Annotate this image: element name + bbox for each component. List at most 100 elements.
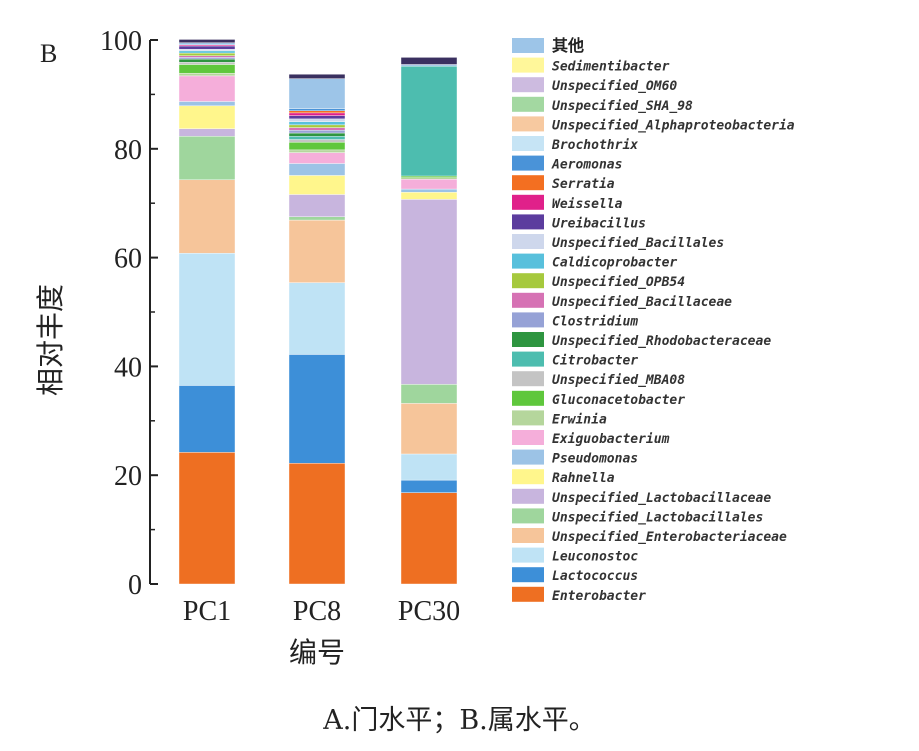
y-axis-title: 相对丰度 — [34, 284, 67, 396]
legend-swatch — [512, 38, 544, 53]
legend-swatch — [512, 390, 544, 406]
legend-swatch — [512, 96, 544, 112]
bar-segment — [400, 479, 458, 493]
bar-segment — [178, 58, 236, 63]
legend-swatch — [512, 116, 544, 132]
legend-label: Leuconostoc — [552, 550, 638, 565]
legend-label: Gluconacetobacter — [552, 393, 685, 408]
bar-segment — [400, 453, 458, 481]
legend-label: Weissella — [552, 197, 623, 212]
bar-segment — [288, 149, 346, 153]
bar-segment — [288, 175, 346, 195]
legend-label: Exiguobacterium — [552, 432, 670, 447]
bar-segment — [400, 179, 458, 190]
legend-label: Unspecified_Bacillaceae — [552, 295, 732, 310]
y-tick-label: 100 — [100, 26, 142, 57]
bar-segment — [178, 45, 236, 50]
x-axis-labels: PC1 PC8 PC30 — [183, 596, 460, 627]
legend-label: Unspecified_SHA_98 — [552, 99, 693, 114]
legend-label: Unspecified_Enterobacteriaceae — [552, 530, 787, 545]
legend-label: Unspecified_Lactobacillaceae — [552, 491, 771, 506]
legend-label: Citrobacter — [552, 354, 638, 369]
y-axis: 0 20 40 60 80 100 — [100, 26, 158, 601]
bar-segment — [288, 124, 346, 128]
legend-swatch — [512, 371, 544, 387]
legend-swatch — [512, 253, 544, 269]
bar-segment — [288, 194, 346, 218]
bar-segment — [288, 112, 346, 116]
plot-background — [150, 37, 835, 625]
y-tick-label: 0 — [128, 570, 142, 601]
legend-swatch — [512, 351, 544, 367]
bar-segment — [178, 57, 236, 60]
legend-label: Unspecified_MBA08 — [552, 373, 685, 388]
legend-swatch — [512, 292, 544, 308]
legend-label: Erwinia — [552, 412, 607, 427]
legend-swatch — [512, 430, 544, 445]
bar-segment — [178, 105, 236, 129]
legend-label: Clostridium — [552, 314, 638, 329]
bar-segment — [288, 142, 346, 151]
legend-label: Brochothrix — [551, 138, 638, 153]
bar-segment — [288, 108, 346, 111]
bar-segment — [178, 64, 236, 74]
bar-segment — [400, 188, 458, 193]
legend-label: 其他 — [552, 36, 584, 55]
bars — [178, 39, 458, 585]
bar-segment — [288, 354, 346, 464]
x-axis-title: 编号 — [289, 636, 345, 669]
panel-label: B — [40, 39, 57, 68]
bar-segment — [288, 136, 346, 140]
bar-segment — [400, 64, 458, 67]
bar-segment — [400, 492, 458, 585]
bar-segment — [178, 128, 236, 137]
bar-segment — [288, 152, 346, 164]
figure-caption: A.门水平；B.属水平。 — [323, 705, 596, 736]
legend-label: Unspecified_OPB54 — [552, 275, 685, 290]
bar-segment — [400, 199, 458, 385]
bar-segment — [178, 39, 236, 43]
legend-label: Serratia — [552, 177, 615, 192]
legend-label: Lactococcus — [552, 569, 638, 584]
bar-segment — [288, 216, 346, 221]
bar-segment — [288, 219, 346, 283]
x-tick-label: PC8 — [293, 596, 341, 627]
bar-segment — [288, 130, 346, 134]
bar-segment — [400, 177, 458, 180]
legend-swatch — [512, 469, 544, 485]
bar-segment — [178, 49, 236, 52]
legend-swatch — [512, 57, 544, 73]
legend-label: Ureibacillus — [552, 216, 646, 231]
legend-label: Caldicoprobacter — [552, 256, 677, 271]
bar-stack-pc8 — [288, 74, 346, 585]
legend-label: Sedimentibacter — [552, 60, 670, 75]
bar-segment — [400, 403, 458, 455]
legend-swatch — [512, 449, 544, 465]
bar-segment — [178, 136, 236, 181]
bar-segment — [400, 65, 458, 177]
legend-swatch — [512, 273, 544, 289]
legend-label: Rahnella — [552, 471, 615, 486]
bar-segment — [288, 132, 346, 137]
legend-swatch — [512, 234, 544, 249]
legend-swatch — [512, 547, 544, 563]
bar-segment — [178, 55, 236, 58]
bar-segment — [178, 385, 236, 453]
bar-segment — [178, 75, 236, 102]
legend: 其他 Sedimentibacter Unspecified_OM60 Unspeci… — [512, 36, 795, 604]
bar-segment — [288, 74, 346, 79]
legend-label: Enterobacter — [552, 589, 646, 604]
legend-swatch — [512, 528, 544, 543]
bar-segment — [178, 253, 236, 386]
legend-label: Pseudomonas — [552, 452, 638, 467]
legend-swatch — [512, 77, 544, 93]
legend-swatch — [512, 136, 544, 151]
legend-label: Unspecified_Alphaproteobacteria — [552, 118, 795, 133]
bar-segment — [288, 110, 346, 114]
bar-segment — [178, 52, 236, 56]
bar-segment — [178, 72, 236, 77]
legend-label: Unspecified_OM60 — [552, 79, 677, 94]
legend-swatch — [512, 332, 544, 347]
bar-segment — [288, 78, 346, 109]
legend-swatch — [512, 194, 544, 210]
